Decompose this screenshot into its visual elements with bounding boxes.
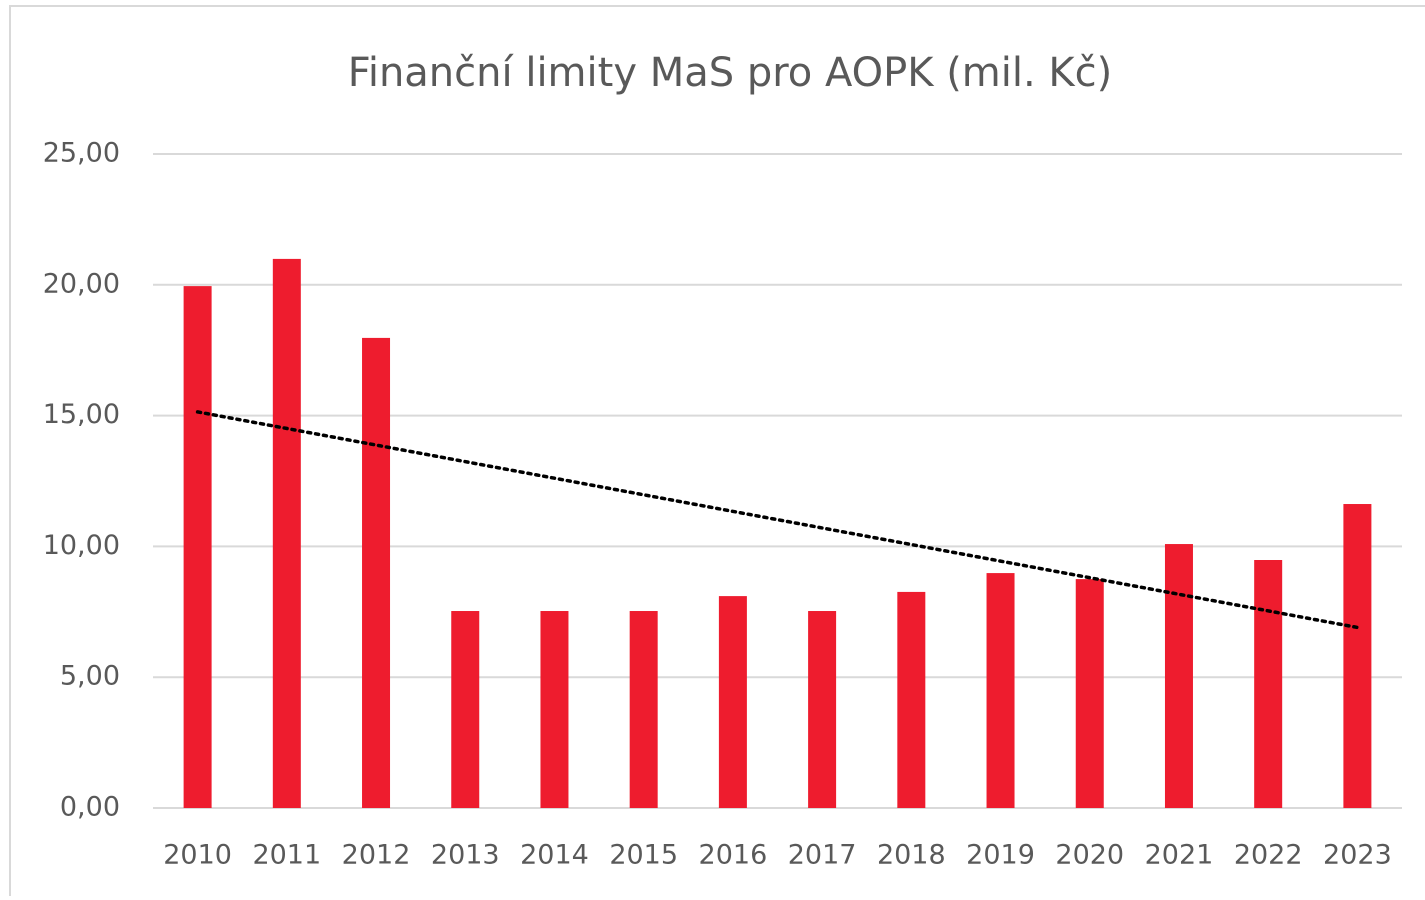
x-tick-label: 2016 bbox=[699, 840, 768, 871]
trendline bbox=[195, 410, 1360, 630]
bar bbox=[1343, 504, 1372, 808]
bar bbox=[272, 258, 301, 808]
bar bbox=[362, 337, 391, 808]
bar bbox=[1075, 579, 1104, 808]
chart-title: Finanční limity MaS pro AOPK (mil. Kč) bbox=[348, 50, 1113, 96]
x-tick-label: 2019 bbox=[966, 840, 1035, 871]
y-tick-label: 15,00 bbox=[43, 399, 120, 430]
bar bbox=[808, 611, 837, 808]
bar bbox=[540, 611, 569, 808]
x-tick-label: 2022 bbox=[1234, 840, 1303, 871]
bar bbox=[629, 611, 658, 808]
x-tick-label: 2021 bbox=[1145, 840, 1214, 871]
x-tick-label: 2018 bbox=[877, 840, 946, 871]
y-tick-label: 25,00 bbox=[43, 138, 120, 169]
x-tick-label: 2023 bbox=[1323, 840, 1392, 871]
y-tick-label: 5,00 bbox=[60, 661, 120, 692]
bar bbox=[897, 591, 926, 808]
x-tick-label: 2015 bbox=[609, 840, 678, 871]
x-tick-label: 2020 bbox=[1055, 840, 1124, 871]
bar bbox=[183, 286, 212, 808]
bar bbox=[986, 573, 1015, 808]
x-tick-label: 2014 bbox=[520, 840, 589, 871]
x-tick-label: 2011 bbox=[252, 840, 321, 871]
bar bbox=[718, 596, 747, 808]
x-tick-label: 2012 bbox=[342, 840, 411, 871]
y-tick-label: 10,00 bbox=[43, 530, 120, 561]
y-tick-label: 0,00 bbox=[60, 792, 120, 823]
y-tick-label: 20,00 bbox=[43, 268, 120, 299]
bar bbox=[1254, 560, 1283, 808]
bar bbox=[451, 611, 480, 808]
x-tick-label: 2013 bbox=[431, 840, 500, 871]
x-tick-label: 2017 bbox=[788, 840, 857, 871]
bar bbox=[1164, 544, 1193, 808]
x-tick-label: 2010 bbox=[163, 840, 232, 871]
chart-border bbox=[9, 5, 1425, 900]
